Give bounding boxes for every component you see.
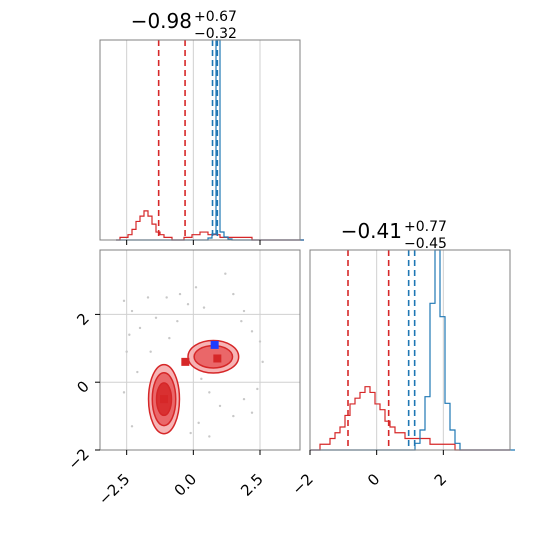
hist-p1-frame (99, 39, 301, 241)
joint-sample-point-29 (149, 350, 152, 353)
joint-sample-point-12 (250, 330, 254, 333)
joint-sample-point-17 (232, 414, 235, 418)
joint-sample-point-26 (136, 370, 139, 374)
joint-sample-point-32 (240, 319, 243, 323)
hist-p2-hist-red (310, 386, 510, 451)
joint-sample-point-31 (122, 299, 126, 303)
joint-xtick-label-0: −2.5 (95, 470, 133, 508)
joint-sample-point-30 (200, 377, 203, 381)
hist-p1-hist-blue (116, 39, 304, 241)
joint-red-marker-1 (213, 354, 222, 363)
joint-sample-point-4 (165, 296, 168, 299)
hist-p2-title-minus: −0.45 (404, 236, 447, 252)
joint-sample-point-18 (218, 404, 222, 408)
joint-sample-point-1 (138, 326, 142, 330)
hist-p1-title-minus: −0.32 (194, 26, 237, 42)
joint-sample-point-5 (178, 292, 182, 296)
joint-frame (99, 249, 301, 451)
joint-sample-point-23 (125, 350, 128, 353)
joint-sample-point-27 (128, 333, 131, 336)
joint-sample-point-3 (154, 316, 158, 319)
joint-sample-point-33 (176, 319, 179, 323)
hist-p2-title-plus: +0.77 (404, 219, 447, 235)
hist-p2-xtick-label-1: 0 (364, 470, 383, 489)
joint-sample-point-28 (168, 336, 171, 340)
hist-p1-title-plus: +0.67 (194, 9, 237, 25)
hist-p1-title-value: −0.98 (131, 9, 192, 33)
joint-ytick-label-2: 2 (73, 310, 92, 329)
joint-sample-point-14 (261, 360, 264, 364)
joint-sample-point-6 (186, 303, 190, 306)
joint-sample-point-25 (130, 425, 134, 428)
joint-sample-point-13 (258, 340, 262, 343)
joint-xtick-label-2: 2.5 (237, 470, 267, 500)
joint-sample-point-19 (208, 391, 211, 394)
joint-sample-point-2 (146, 296, 150, 299)
joint-sample-point-9 (224, 272, 227, 275)
joint-sample-point-24 (122, 391, 126, 394)
joint-red-marker-0 (181, 357, 190, 366)
joint-ytick-label-1: 0 (73, 377, 92, 396)
joint-sample-point-16 (242, 397, 246, 401)
hist-p2-title-value: −0.41 (341, 219, 402, 243)
joint-blue-marker-0 (210, 340, 219, 349)
hist-p1-title: −0.98 +0.67−0.32 (131, 9, 237, 42)
joint-sample-point-22 (208, 435, 211, 438)
joint-sample-point-34 (250, 411, 254, 414)
joint-sample-point-20 (197, 421, 200, 425)
hist-p2-title: −0.41 +0.77−0.45 (341, 219, 447, 252)
hist-p2-frame (309, 249, 511, 451)
joint-sample-point-8 (202, 306, 206, 309)
joint-sample-point-21 (189, 431, 192, 435)
hist-p2-xtick-label-2: 2 (431, 470, 450, 489)
joint-red-marker-2 (160, 395, 168, 404)
joint-sample-point-11 (242, 309, 246, 313)
hist-p1-hist-red (116, 210, 304, 241)
joint-sample-point-10 (232, 292, 235, 296)
joint-sample-point-0 (130, 309, 134, 313)
joint-sample-point-7 (194, 286, 198, 289)
hist-p2-xtick-label-0: −2 (288, 470, 316, 498)
joint-xtick-label-1: 0.0 (171, 470, 201, 500)
joint-plot-area (100, 250, 300, 450)
joint-ytick-label-0: −2 (64, 445, 92, 473)
joint-sample-point-15 (256, 387, 259, 391)
hist-p2-hist-blue (310, 249, 515, 451)
